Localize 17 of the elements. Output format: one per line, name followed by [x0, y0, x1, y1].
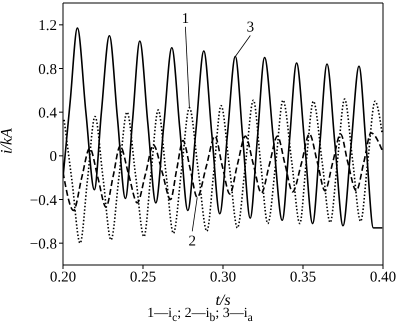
x-tick-label: 0.35	[290, 270, 316, 286]
y-tick-label: 0.8	[38, 62, 57, 78]
x-axis-title: t/s	[215, 292, 231, 309]
x-tick-label: 0.25	[130, 270, 156, 286]
y-axis-title: i/kA	[0, 128, 16, 154]
annotation: 1	[182, 10, 190, 27]
y-tick-label: −0.4	[30, 192, 58, 209]
annotation: 2	[188, 233, 196, 250]
annotation: 3	[246, 19, 254, 36]
x-tick-label: 0.20	[50, 270, 76, 286]
y-tick-label: 0	[50, 149, 57, 166]
x-tick-label: 0.40	[370, 270, 396, 286]
y-tick-label: 1.2	[38, 18, 57, 34]
x-tick-label: 0.30	[210, 270, 236, 286]
text: 1—i$_{c}$; 2—i$_{b}$; 3—i$_{a}$	[146, 306, 254, 324]
y-tick-label: −0.8	[30, 236, 57, 252]
y-tick-label: 0.4	[38, 105, 58, 122]
